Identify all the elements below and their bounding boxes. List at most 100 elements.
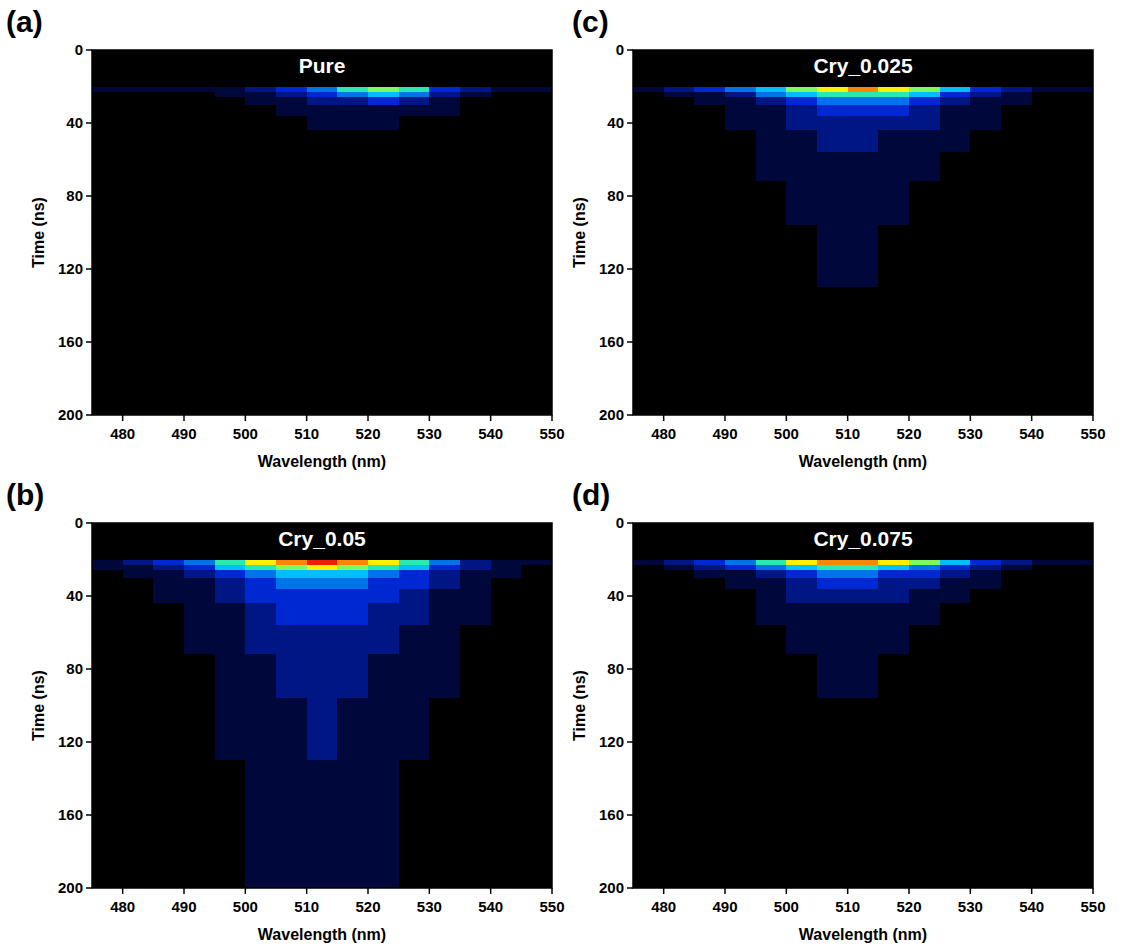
cells (92, 523, 552, 888)
heat-cell (184, 560, 215, 566)
heat-cell (123, 523, 154, 560)
heat-cell (909, 87, 940, 93)
heat-cell (184, 523, 215, 560)
heat-cell (153, 181, 184, 225)
heat-cell (817, 760, 848, 888)
heat-cell (1001, 523, 1032, 560)
heat-cell (970, 760, 1001, 888)
heat-cell (940, 625, 971, 655)
heat-cell (429, 565, 460, 571)
heat-cell (491, 578, 522, 589)
heat-cell (153, 130, 184, 152)
heat-cell (460, 560, 491, 566)
heat-cell (399, 560, 430, 566)
heat-cell (307, 225, 338, 288)
heat-cell (878, 625, 909, 655)
heat-cell (786, 760, 817, 888)
x-tick-label: 540 (1019, 425, 1044, 442)
heat-cell (970, 50, 1001, 87)
heat-cell (725, 87, 756, 93)
heat-cell (215, 97, 246, 105)
heat-cell (307, 570, 338, 578)
heat-cell (399, 625, 430, 655)
heat-cell (123, 92, 154, 98)
x-tick-label: 510 (294, 898, 319, 915)
heat-cell (521, 654, 552, 698)
heat-cell (786, 225, 817, 288)
heat-cell (429, 97, 460, 105)
heat-cell (276, 116, 307, 131)
heat-cell (307, 578, 338, 589)
heat-cell (123, 105, 154, 116)
heat-cell (153, 152, 184, 182)
y-tick (627, 668, 633, 670)
heat-cell (491, 698, 522, 761)
heat-cell (1032, 87, 1063, 93)
heat-cell (491, 50, 522, 87)
heat-cell (307, 760, 338, 888)
heat-cell (521, 578, 552, 589)
heat-cell (664, 698, 695, 761)
heat-cell (184, 105, 215, 116)
heat-cell (1001, 760, 1032, 888)
heat-cell (337, 625, 368, 655)
heat-cell (878, 565, 909, 571)
x-tick-label: 520 (355, 425, 380, 442)
x-tick-label: 480 (110, 425, 135, 442)
heat-cell (817, 565, 848, 571)
heat-cell (940, 116, 971, 131)
heat-cell (429, 523, 460, 560)
heat-cell (429, 570, 460, 578)
heat-cell (399, 603, 430, 625)
heat-cell (940, 97, 971, 105)
heat-cell (123, 560, 154, 566)
heat-cell (725, 92, 756, 98)
heat-cell (786, 116, 817, 131)
heat-cell (633, 287, 664, 415)
heat-cell (909, 654, 940, 698)
heat-cell (848, 87, 879, 93)
heat-cell (970, 87, 1001, 93)
heat-cell (970, 603, 1001, 625)
heat-cell (1062, 625, 1093, 655)
heat-cell (1001, 116, 1032, 131)
heat-cell (337, 698, 368, 761)
heat-cell (368, 565, 399, 571)
heat-cell (215, 130, 246, 152)
heat-cell (694, 625, 725, 655)
heat-cell (725, 603, 756, 625)
heat-cell (940, 760, 971, 888)
heat-cell (429, 92, 460, 98)
heat-cell (276, 560, 307, 566)
heat-cell (725, 287, 756, 415)
heat-cell (184, 760, 215, 888)
heat-cell (92, 625, 123, 655)
heat-cell (756, 578, 787, 589)
heat-cell (756, 181, 787, 225)
heat-cell (123, 50, 154, 87)
heat-cell (970, 560, 1001, 566)
heat-cell (633, 625, 664, 655)
heat-cell (1032, 287, 1063, 415)
heat-cell (878, 603, 909, 625)
heat-cell (633, 589, 664, 604)
heat-cell (123, 565, 154, 571)
heat-cell (276, 578, 307, 589)
heat-cell (1062, 603, 1093, 625)
heat-cell (756, 589, 787, 604)
heat-cell (756, 698, 787, 761)
heat-cell (756, 603, 787, 625)
heat-cell (245, 130, 276, 152)
heat-cell (878, 287, 909, 415)
heat-cell (694, 654, 725, 698)
plot-frame (92, 523, 552, 888)
plot-background (633, 523, 1093, 888)
panel: 48049050051052053054055004080120160200Wa… (571, 478, 1106, 943)
heat-cell (399, 97, 430, 105)
heat-cell (399, 589, 430, 604)
heat-cell (848, 698, 879, 761)
heat-cell (215, 570, 246, 578)
heat-cell (664, 760, 695, 888)
heat-cell (878, 560, 909, 566)
heat-cell (878, 152, 909, 182)
